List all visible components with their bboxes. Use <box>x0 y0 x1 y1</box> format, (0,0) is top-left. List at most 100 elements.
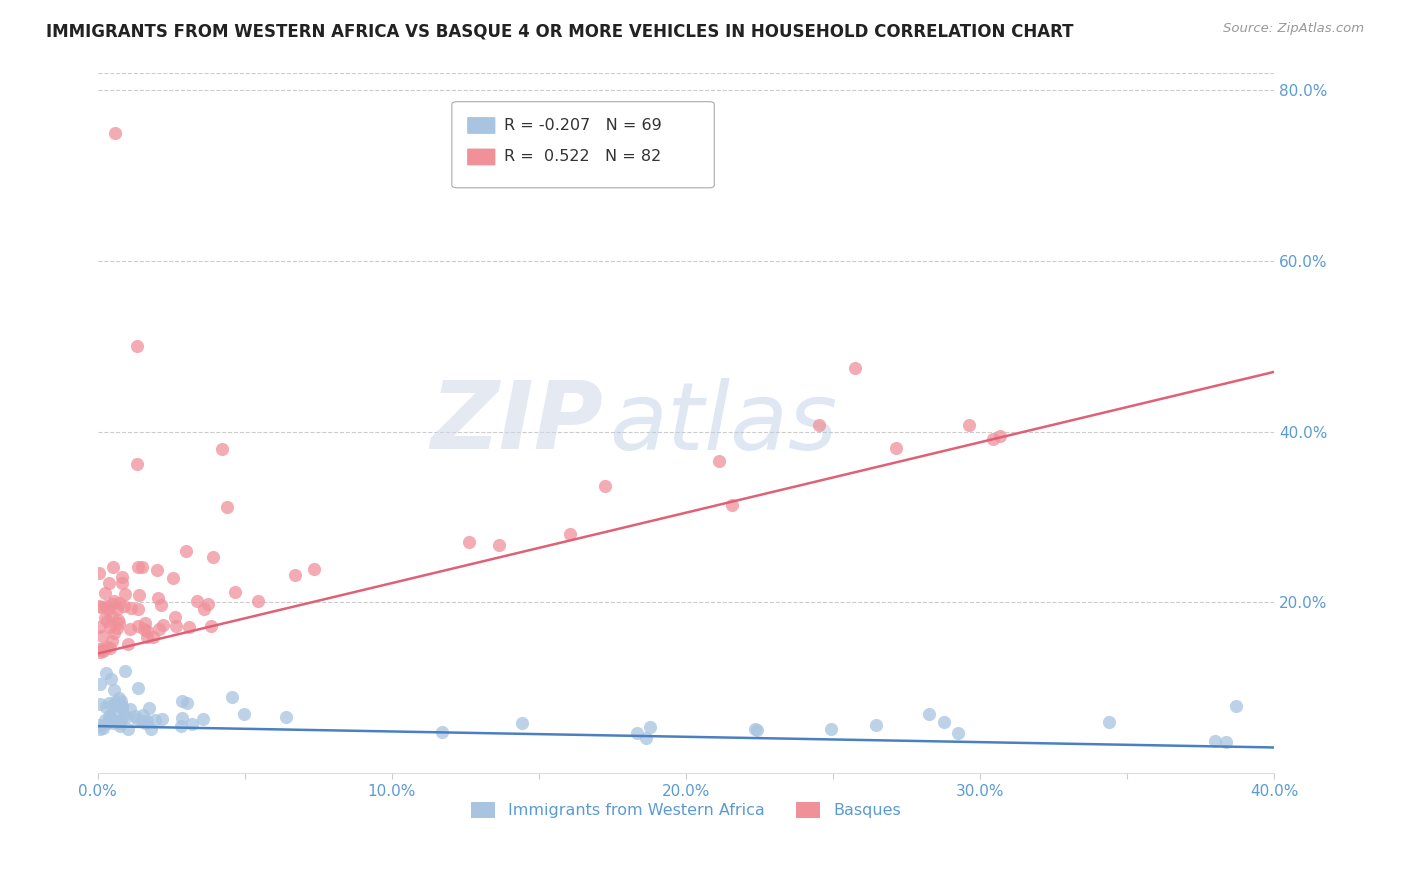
Point <box>172 711 194 725</box>
Point <box>101 715 124 730</box>
Point <box>150 712 173 726</box>
Point <box>128 588 150 602</box>
Point <box>172 694 194 708</box>
Point <box>932 714 955 729</box>
Text: R =  0.522   N = 82: R = 0.522 N = 82 <box>503 150 661 164</box>
Point <box>193 712 215 726</box>
Point <box>201 550 224 565</box>
Point <box>110 694 132 708</box>
Point <box>246 594 269 608</box>
Legend: Immigrants from Western Africa, Basques: Immigrants from Western Africa, Basques <box>464 796 907 824</box>
Point <box>707 454 730 468</box>
Point <box>558 527 581 541</box>
Point <box>101 597 124 611</box>
Point <box>145 563 167 577</box>
Point <box>117 637 139 651</box>
Point <box>91 721 114 735</box>
Text: ZIP: ZIP <box>430 377 603 469</box>
Point <box>93 713 115 727</box>
Point <box>98 709 121 723</box>
Point <box>87 718 110 732</box>
Point <box>135 714 157 729</box>
Point <box>96 599 118 614</box>
Point <box>97 601 120 615</box>
Point <box>111 576 134 591</box>
Point <box>89 698 111 712</box>
Point <box>720 498 742 512</box>
Point <box>211 442 233 456</box>
Point <box>98 709 121 723</box>
Point <box>215 500 238 515</box>
Point <box>139 722 162 736</box>
Point <box>124 709 146 723</box>
Point <box>111 699 134 714</box>
Text: Source: ZipAtlas.com: Source: ZipAtlas.com <box>1223 22 1364 36</box>
Text: R = -0.207   N = 69: R = -0.207 N = 69 <box>503 118 661 133</box>
Point <box>111 699 134 714</box>
Point <box>103 593 125 607</box>
Point <box>1204 734 1226 748</box>
Point <box>117 723 139 737</box>
Point <box>131 559 153 574</box>
Point <box>103 698 125 713</box>
Point <box>110 570 132 584</box>
Point <box>94 665 117 680</box>
Point <box>152 617 174 632</box>
Point <box>224 585 246 599</box>
Point <box>103 695 125 709</box>
Point <box>91 643 114 657</box>
Point <box>1225 699 1247 714</box>
Point <box>176 543 198 558</box>
Point <box>110 713 132 727</box>
Point <box>146 591 169 606</box>
Point <box>981 432 1004 446</box>
Point <box>105 621 128 635</box>
Point <box>118 701 141 715</box>
Point <box>87 566 110 580</box>
Point <box>884 442 907 456</box>
Point <box>162 571 184 585</box>
Point <box>90 629 112 643</box>
FancyBboxPatch shape <box>467 117 495 134</box>
Point <box>634 731 657 745</box>
Point <box>143 714 166 728</box>
Point <box>131 714 153 728</box>
Point <box>107 613 129 627</box>
Point <box>988 429 1011 443</box>
Point <box>120 623 142 637</box>
Point <box>197 597 219 611</box>
Point <box>946 725 969 739</box>
Point <box>134 615 156 630</box>
Point <box>132 707 155 722</box>
Point <box>170 719 193 733</box>
Point <box>101 634 124 648</box>
Point <box>112 599 135 613</box>
Point <box>98 620 121 634</box>
Point <box>127 560 149 574</box>
Point <box>132 622 155 636</box>
Point <box>200 619 222 633</box>
Point <box>165 619 187 633</box>
Point <box>744 722 766 736</box>
Point <box>284 568 307 582</box>
Point <box>638 720 661 734</box>
Point <box>114 664 136 678</box>
Point <box>114 710 136 724</box>
Point <box>101 560 124 574</box>
Point <box>820 722 842 736</box>
Point <box>193 602 215 616</box>
Point <box>807 417 830 432</box>
Point <box>127 457 149 471</box>
Point <box>165 610 187 624</box>
Point <box>96 614 118 628</box>
Point <box>125 712 148 726</box>
Point <box>1215 735 1237 749</box>
Point <box>107 715 129 730</box>
Point <box>89 677 111 691</box>
Point <box>135 624 157 638</box>
Point <box>103 682 125 697</box>
Point <box>94 585 117 599</box>
Point <box>135 631 157 645</box>
Point <box>125 339 148 353</box>
Point <box>108 716 131 731</box>
